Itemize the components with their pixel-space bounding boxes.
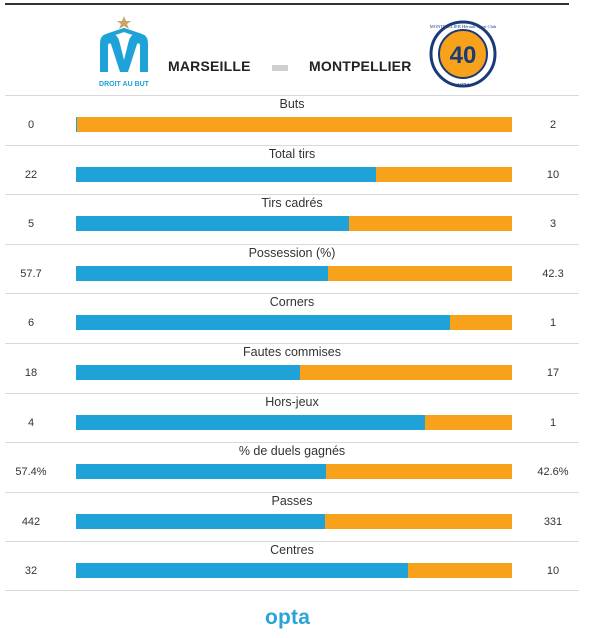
stat-away-value: 10: [546, 168, 560, 181]
home-team-name: MARSEILLE: [168, 58, 251, 74]
stat-away-value: 2: [549, 119, 557, 131]
stat-label: Passes: [271, 493, 313, 508]
stat-label: Tirs cadrés: [261, 196, 323, 211]
stat-bar-home: [76, 414, 425, 430]
stat-row: Centres 32 10: [5, 541, 579, 591]
stat-bar-home: [76, 117, 78, 132]
stat-bar: [76, 265, 512, 281]
stat-bar: [76, 513, 512, 529]
stat-row: Total tirs 22 10: [5, 144, 579, 195]
stat-label: Corners: [269, 295, 315, 310]
stat-away-value: 3: [549, 218, 557, 231]
stat-bar: [76, 563, 512, 579]
stat-bar-home: [76, 364, 301, 380]
stat-bar-away: [424, 414, 512, 430]
stat-home-value: 57.4%: [15, 466, 47, 479]
stat-away-value: 1: [549, 416, 557, 429]
stat-bar-away: [449, 315, 512, 331]
stat-bar: [76, 315, 512, 331]
montpellier-logo-text: MONTPELLIER Hérault Sport Club: [430, 24, 497, 29]
stat-home-value: 0: [27, 119, 35, 131]
opta-logo: opta: [265, 606, 311, 629]
stat-away-value: 331: [543, 515, 563, 528]
stat-bar-home: [76, 563, 409, 579]
montpellier-logo-number: 40: [450, 42, 477, 69]
marseille-logo: DROIT AU BUT: [99, 16, 150, 88]
stat-bar: [76, 166, 512, 182]
stat-row: % de duels gagnés 57.4% 42.6%: [5, 442, 579, 492]
stat-bar-home: [76, 265, 328, 281]
top-divider: [5, 3, 569, 5]
stat-bar: [76, 117, 512, 132]
stat-bar: [76, 364, 512, 380]
marseille-logo-text: DROIT AU BUT: [99, 81, 150, 88]
stat-home-value: 57.7: [20, 267, 42, 280]
stats-table: Buts 0 2 Total tirs 22 10 Tirs cadrés 5 3 Possess…: [5, 95, 579, 591]
stat-bar-home: [76, 166, 376, 182]
stat-bar: [76, 216, 512, 232]
stat-home-value: 32: [24, 565, 38, 578]
stat-bar-away: [327, 265, 512, 281]
stat-bar: [76, 464, 512, 480]
stat-bar-home: [76, 513, 326, 529]
stat-home-value: 6: [27, 317, 35, 330]
stat-bar-away: [300, 364, 512, 380]
stat-bar-home: [76, 315, 450, 331]
stat-away-value: 42.6%: [537, 466, 569, 479]
stat-row: Hors-jeux 4 1: [5, 392, 579, 443]
stat-home-value: 442: [21, 515, 41, 528]
stat-away-value: 10: [546, 565, 560, 578]
stat-bar-away: [348, 216, 512, 232]
stat-bar-home: [76, 464, 327, 480]
stat-row: Buts 0 2: [5, 95, 579, 145]
stat-home-value: 4: [27, 416, 35, 429]
montpellier-logo-year: 1974: [457, 83, 469, 89]
stat-bar-away: [375, 166, 512, 182]
stat-away-value: 17: [546, 366, 560, 379]
stat-label: Fautes commises: [243, 344, 341, 359]
stat-label: Buts: [279, 97, 305, 111]
stat-bar-away: [408, 563, 512, 579]
stat-row: Passes 442 331: [5, 491, 579, 542]
stat-away-value: 42.3: [542, 267, 564, 280]
stat-bar-away: [77, 117, 512, 132]
stat-label: Total tirs: [268, 146, 316, 161]
stat-label: Possession (%): [248, 245, 336, 260]
stat-row: Possession (%) 57.7 42.3: [5, 243, 579, 294]
stat-home-value: 5: [27, 218, 35, 231]
stat-label: Hors-jeux: [265, 394, 319, 409]
match-header: DROIT AU BUT MARSEILLE MONTPELLIER 40 MO…: [0, 10, 590, 98]
vs-separator: [272, 65, 288, 71]
stat-bar: [76, 414, 512, 430]
stat-row: Fautes commises 18 17: [5, 342, 579, 393]
stat-bar-away: [326, 464, 512, 480]
away-team-name: MONTPELLIER: [309, 58, 412, 74]
stat-row: Corners 6 1: [5, 293, 579, 343]
stat-label: % de duels gagnés: [238, 444, 346, 459]
stat-home-value: 18: [24, 366, 38, 379]
stat-row: Tirs cadrés 5 3: [5, 194, 579, 244]
stat-away-value: 1: [549, 317, 557, 330]
montpellier-logo: 40 MONTPELLIER Hérault Sport Club 1974: [429, 20, 497, 89]
stat-label: Centres: [270, 543, 314, 558]
stat-bar-home: [76, 216, 349, 232]
stat-bar-away: [325, 513, 512, 529]
stat-home-value: 22: [24, 168, 38, 181]
